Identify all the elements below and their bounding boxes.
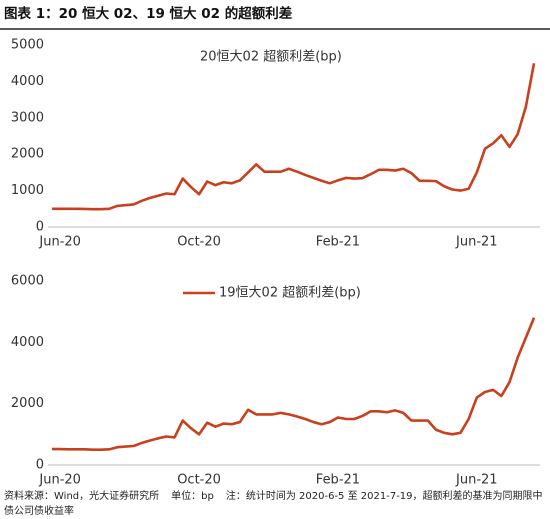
y-tick-label: 4000 [11, 335, 44, 350]
y-tick-label: 2000 [11, 147, 44, 162]
x-tick-label: Jun-20 [38, 235, 81, 250]
source: 资料来源：Wind，光大证券研究所 [4, 491, 160, 502]
x-tick-label: Jun-21 [455, 473, 498, 488]
unit: 单位：bp [171, 491, 214, 502]
y-tick-label: 5000 [11, 38, 44, 53]
legend-label: 20恒大02 超额利差(bp) [200, 50, 342, 65]
y-tick-label: 3000 [11, 110, 44, 125]
x-tick-label: Feb-21 [316, 473, 360, 488]
chart: 图表 1：20 恒大 02、19 恒大 02 的超额利差 0 1000 2000 30… [0, 5, 550, 488]
line-series [52, 62, 536, 211]
y-tick-label: 0 [36, 220, 44, 235]
x-tick-label: Feb-21 [316, 235, 360, 250]
y-tick-label: 6000 [11, 274, 44, 289]
y-tick-label: 1000 [11, 183, 44, 198]
x-tick-label: Oct-20 [177, 473, 221, 488]
chart-title: 图表 1：20 恒大 02、19 恒大 02 的超额利差 [4, 5, 292, 22]
footer: 资料来源：Wind，光大证券研究所 单位：bp 注：统计时间为 2020-6-5 至… [4, 489, 546, 519]
y-tick-label: 4000 [11, 74, 44, 89]
x-tick-label: Oct-20 [177, 235, 221, 250]
legend-label: 19恒大02 超额利差(bp) [219, 286, 361, 301]
line-series [52, 317, 536, 451]
y-tick-label: 0 [36, 458, 44, 473]
y-tick-label: 2000 [11, 396, 44, 411]
x-tick-label: Jun-20 [38, 473, 81, 488]
note: 注：统计时间为 2020-6-5 至 2021-7-19，超额利差的基准为同期限… [4, 491, 543, 517]
x-tick-label: Jun-21 [455, 235, 498, 250]
